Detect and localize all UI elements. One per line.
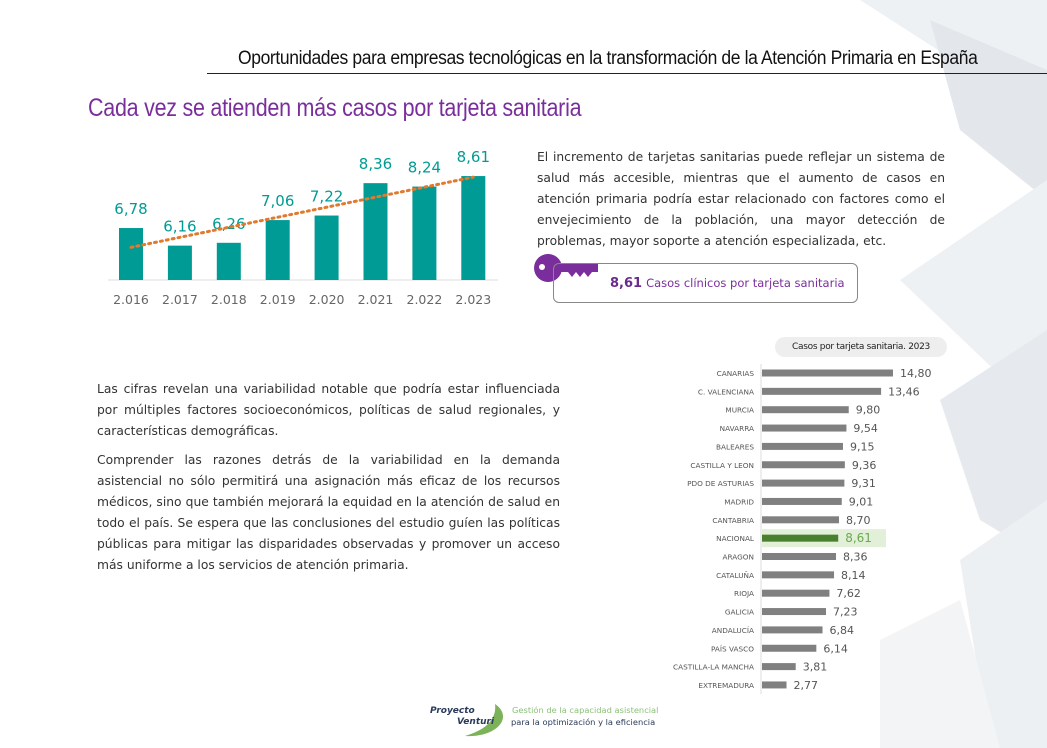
key-metric-label: Casos clínicos por tarjeta sanitaria: [646, 276, 845, 290]
bar-2.018: [216, 242, 241, 280]
trend-line: [129, 175, 475, 249]
key-metric-value: 8,61: [610, 275, 643, 291]
tagline-2: para la optimización y la eficiencia: [511, 717, 656, 727]
bar-2.023: [461, 176, 486, 280]
key-icon: [534, 254, 598, 282]
regional-chart-title: Casos por tarjeta sanitaria. 2023: [775, 337, 947, 357]
data-label: 8,24: [408, 159, 441, 177]
bar-2.020: [314, 215, 339, 280]
tagline-1: Gestión de la capacidad asistencial: [512, 705, 659, 715]
x-tick-label: 2.018: [211, 292, 247, 307]
logo-text-1: Proyecto: [430, 706, 475, 716]
logo-swoosh-icon: [465, 704, 504, 737]
data-label: 8,36: [359, 155, 392, 173]
x-tick-label: 2.021: [358, 292, 394, 307]
x-tick-label: 2.020: [309, 292, 345, 307]
bar-2.019: [265, 220, 290, 280]
header-divider: [207, 73, 1047, 74]
logo-text-2: Venturi: [457, 717, 495, 727]
x-tick-label: 2.019: [260, 292, 296, 307]
document-header: Oportunidades para empresas tecnológicas…: [238, 48, 978, 69]
data-label: 6,26: [212, 215, 245, 233]
x-tick-label: 2.022: [407, 292, 443, 307]
key-metric-box: 8,61 Casos clínicos por tarjeta sanitaria: [553, 263, 858, 303]
body-paragraph-1: Las cifras revelan una variabilidad nota…: [97, 382, 560, 438]
yearly-bar-chart: 6,78 2.016 6,16 2.017 6,26 2.018 7,06 2.019 7,22…: [108, 148, 498, 307]
section-title: Cada vez se atienden más casos por tarje…: [88, 94, 582, 122]
data-label: 7,06: [261, 192, 294, 210]
x-tick-label: 2.017: [162, 292, 198, 307]
footer-logo: Proyecto Venturi Gestión de la capacidad…: [425, 700, 665, 738]
data-label: 7,22: [310, 188, 343, 206]
data-label: 6,78: [114, 200, 147, 218]
body-paragraph-2: Comprender las razones detrás de la vari…: [97, 453, 560, 572]
body-text: Las cifras revelan una variabilidad nota…: [97, 379, 560, 584]
x-tick-label: 2.016: [113, 292, 149, 307]
data-label: 6,16: [163, 218, 196, 236]
intro-paragraph: El incremento de tarjetas sanitarias pue…: [537, 150, 945, 248]
bar-2.017: [167, 245, 192, 280]
x-tick-label: 2.023: [455, 292, 491, 307]
bar-2.016: [119, 228, 143, 280]
bar-2.022: [412, 186, 437, 280]
data-label: 8,61: [457, 148, 490, 166]
